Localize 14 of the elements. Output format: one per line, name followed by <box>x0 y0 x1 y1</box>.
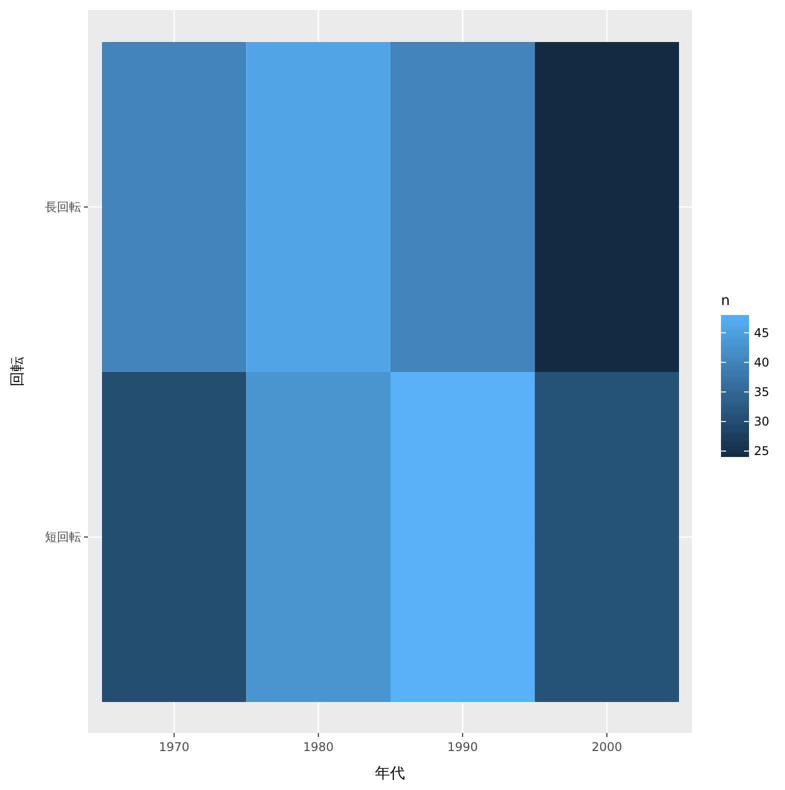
color-bar-label: 35 <box>754 384 770 399</box>
x-tick-label: 2000 <box>592 740 622 754</box>
y-axis-title: 回転 <box>8 356 26 386</box>
y-tick-label: 長回転 <box>45 200 81 214</box>
color-bar-label: 40 <box>754 355 770 370</box>
color-bar-label: 45 <box>754 326 770 340</box>
color-bar-label: 30 <box>754 414 770 428</box>
x-tick-label: 1980 <box>303 740 334 754</box>
x-axis-title: 年代 <box>375 764 405 782</box>
color-bar-label: 25 <box>754 444 770 458</box>
x-tick-label: 1970 <box>158 740 190 754</box>
x-tick-label: 1990 <box>447 740 478 754</box>
y-tick-label: 短回転 <box>45 530 81 544</box>
color-bar-title: n <box>721 293 730 309</box>
